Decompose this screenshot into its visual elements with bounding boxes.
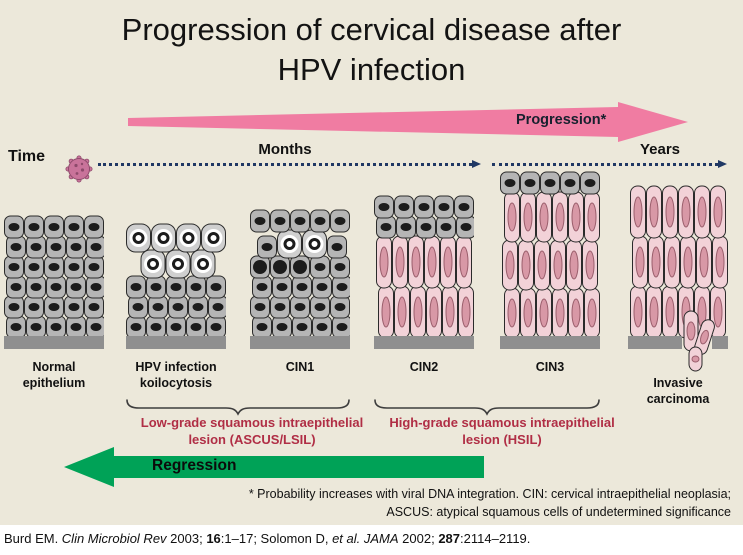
stage-label-line: carcinoma xyxy=(646,392,710,407)
citation-segment: 2002; xyxy=(398,531,439,546)
regression-label: Regression xyxy=(152,457,237,474)
progression-arrow: Progression* xyxy=(128,102,688,142)
stage-label-hpv-koilocytosis: HPV infection koilocytosis xyxy=(126,359,226,392)
citation-segment: et al. xyxy=(332,531,361,546)
timeline-years-arrowhead-icon xyxy=(718,160,727,168)
citation-segment: JAMA xyxy=(363,531,399,546)
stage-label-line: CIN2 xyxy=(409,360,439,374)
regression-arrow-shape xyxy=(64,447,484,487)
page-title-line1: Progression of cervical disease after xyxy=(121,12,622,47)
stage-label-line: CIN3 xyxy=(535,360,565,374)
citation-segment: :1–17; Solomon D, xyxy=(220,531,333,546)
low-grade-brace-icon xyxy=(126,399,350,416)
footnote-line1: * Probability increases with viral DNA i… xyxy=(248,487,731,501)
stage-label-cin2: CIN2 xyxy=(374,359,474,375)
stage-panel-invasive-carcinoma: Invasive carcinoma xyxy=(628,161,728,408)
stage-label-line: epithelium xyxy=(22,376,86,391)
months-label: Months xyxy=(258,141,312,158)
stage-illustration-cin2 xyxy=(374,195,474,349)
stage-label-line: koilocytosis xyxy=(139,376,213,391)
footnote-line2: ASCUS: atypical squamous cells of undete… xyxy=(386,504,731,519)
citation-segment: :2114–2119. xyxy=(460,531,531,546)
stage-illustration-cin3 xyxy=(500,171,600,349)
timeline-years-line xyxy=(492,163,718,166)
stage-label-normal-epithelium: Normal epithelium xyxy=(4,359,104,392)
citation-segment: 287 xyxy=(438,531,461,546)
stage-panel-normal-epithelium: Normal epithelium xyxy=(4,161,104,392)
timeline-months-line xyxy=(98,163,472,166)
progression-arrow-shape xyxy=(128,102,688,142)
high-grade-label-line2: lesion (HSIL) xyxy=(462,431,542,447)
stage-illustration-invasive-carcinoma xyxy=(628,185,728,372)
progression-label: Progression* xyxy=(516,112,607,128)
stage-panel-cin1: CIN1 xyxy=(250,161,350,375)
footnote: * Probability increases with viral DNA i… xyxy=(186,486,731,521)
stage-panel-cin2: CIN2 xyxy=(374,161,474,375)
stage-panel-cin3: CIN3 xyxy=(500,161,600,375)
stage-label-cin3: CIN3 xyxy=(500,359,600,375)
stage-label-invasive-carcinoma: Invasive carcinoma xyxy=(628,375,728,408)
stage-label-line: CIN1 xyxy=(285,360,315,374)
high-grade-label-line1: High-grade squamous intraepithelial xyxy=(389,415,615,430)
high-grade-brace-icon xyxy=(374,399,600,416)
time-label: Time xyxy=(8,148,46,165)
years-label: Years xyxy=(639,141,681,158)
citation-segment: 2003; xyxy=(166,531,207,546)
high-grade-label: High-grade squamous intraepithelial lesi… xyxy=(362,415,642,449)
low-grade-label-line2: lesion (ASCUS/LSIL) xyxy=(188,431,316,447)
stage-panel-hpv-koilocytosis: HPV infection koilocytosis xyxy=(126,161,226,392)
stage-illustration-hpv-koilocytosis xyxy=(126,223,226,349)
stage-label-line: Normal xyxy=(32,360,76,374)
citation: Burd EM. Clin Microbiol Rev 2003; 16:1–1… xyxy=(4,531,530,546)
stage-label-line: HPV infection xyxy=(135,360,217,374)
low-grade-label-line1: Low-grade squamous intraepithelial xyxy=(140,415,364,430)
regression-arrow: Regression xyxy=(64,447,484,487)
stage-illustration-normal-epithelium xyxy=(4,215,104,349)
stage-illustration-cin1 xyxy=(250,209,350,349)
page-title: Progression of cervical disease after HP… xyxy=(0,10,743,91)
citation-segment: Burd EM. xyxy=(4,531,62,546)
citation-bar: Burd EM. Clin Microbiol Rev 2003; 16:1–1… xyxy=(0,525,743,555)
timeline-months-arrowhead-icon xyxy=(472,160,481,168)
low-grade-label: Low-grade squamous intraepithelial lesio… xyxy=(112,415,392,449)
hpv-virus-icon xyxy=(65,155,93,183)
citation-segment: 16 xyxy=(206,531,221,546)
citation-segment: Clin Microbiol Rev xyxy=(61,531,167,546)
stage-label-line: Invasive xyxy=(653,376,703,390)
page-title-line2: HPV infection xyxy=(277,52,466,88)
stage-label-cin1: CIN1 xyxy=(250,359,350,375)
